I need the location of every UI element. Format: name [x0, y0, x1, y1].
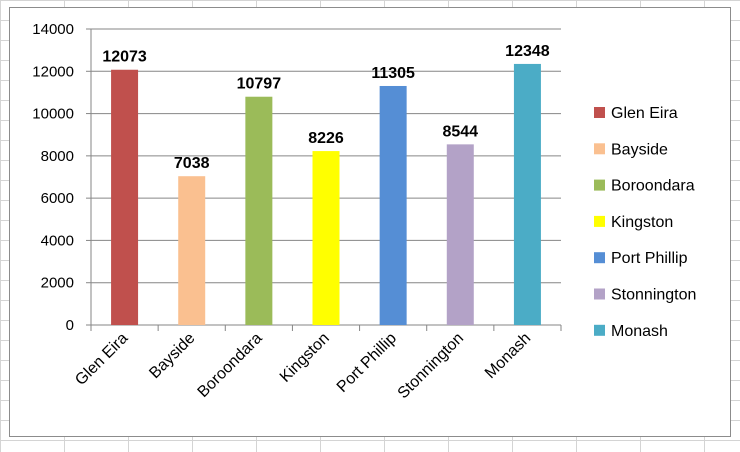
x-tick-label: Monash: [482, 330, 534, 382]
data-label: 10797: [237, 76, 282, 93]
legend-label: Glen Eira: [611, 105, 678, 122]
y-axis: 0 2000 4000 6000 8000 10000 12000 14000: [32, 21, 561, 334]
legend-label: Stonnington: [611, 287, 696, 304]
legend-swatch: [594, 215, 605, 227]
data-labels: 12073 7038 10797 8226 11305 8544 12348: [102, 43, 549, 172]
y-tick-label: 12000: [32, 63, 74, 80]
bar: [379, 85, 407, 325]
legend-label: Boroondara: [611, 178, 695, 195]
data-label: 8544: [442, 123, 478, 140]
legend-swatch: [594, 252, 605, 264]
y-tick-label: 14000: [32, 21, 74, 38]
data-label: 11305: [371, 65, 415, 82]
x-tick-label: Kingston: [277, 330, 333, 386]
legend-label: Port Phillip: [611, 250, 688, 267]
x-tick-label: Boroondara: [195, 330, 266, 401]
legend-swatch: [594, 143, 605, 155]
bar: [446, 144, 474, 325]
x-tick-label: Stonnington: [395, 330, 467, 402]
y-tick-label: 2000: [41, 275, 74, 292]
legend-label: Kingston: [611, 214, 673, 231]
y-tick-label: 4000: [41, 232, 74, 249]
bar: [312, 151, 340, 325]
x-tick-label: Bayside: [146, 330, 198, 382]
data-label: 12073: [102, 49, 147, 66]
y-tick-label: 10000: [32, 106, 74, 123]
legend-label: Monash: [611, 323, 668, 340]
bar: [178, 176, 206, 325]
legend-swatch: [594, 288, 605, 300]
data-label: 12348: [505, 43, 550, 60]
legend-swatch: [594, 107, 605, 118]
y-tick-label: 0: [66, 317, 74, 334]
bars: [111, 63, 541, 326]
x-tick-label: Glen Eira: [72, 330, 131, 389]
legend-swatch: [594, 324, 605, 336]
y-tick-label: 6000: [41, 190, 74, 207]
bar: [111, 69, 139, 326]
legend: Glen Eira Bayside Boroondara Kingston Port P…: [594, 105, 696, 340]
data-label: 8226: [308, 130, 344, 147]
bar: [513, 63, 541, 325]
y-tick-label: 8000: [41, 148, 74, 165]
bar: [245, 96, 273, 325]
legend-swatch: [594, 179, 605, 191]
legend-label: Bayside: [611, 141, 668, 158]
x-tick-label: Port Phillip: [334, 330, 400, 396]
data-label: 7038: [174, 155, 210, 172]
